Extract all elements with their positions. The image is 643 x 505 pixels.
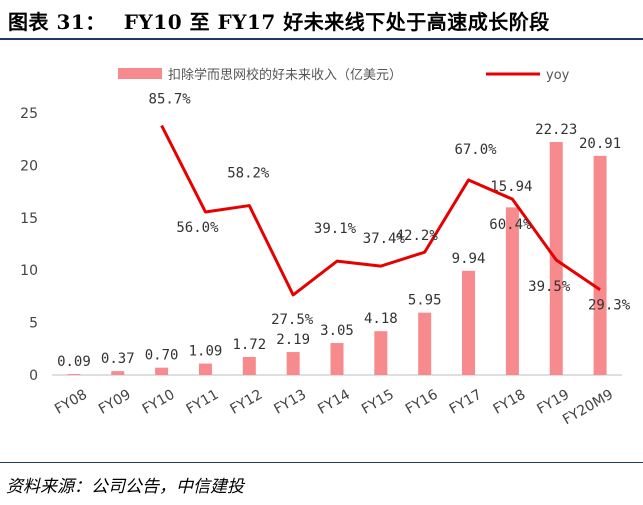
x-tick-label: FY20M9 xyxy=(560,387,616,429)
bar-value-label: 0.37 xyxy=(101,351,135,367)
x-tick-label: FY10 xyxy=(140,387,178,418)
yoy-value-label: 39.5% xyxy=(528,279,571,295)
yoy-value-label: 85.7% xyxy=(149,92,192,108)
legend-bar-swatch xyxy=(118,68,162,79)
yoy-value-label: 58.2% xyxy=(227,166,270,182)
x-tick-label: FY09 xyxy=(96,387,134,418)
yoy-value-label: 37.4% xyxy=(363,231,406,247)
yoy-value-label: 39.1% xyxy=(314,221,357,237)
bar-fy09 xyxy=(111,371,125,375)
bar-fy12 xyxy=(242,356,256,375)
figure-number: 图表 31： xyxy=(8,10,106,34)
yoy-line xyxy=(160,124,601,297)
bar-fy17 xyxy=(462,270,476,375)
yoy-value-label: 27.5% xyxy=(271,312,314,328)
title-divider xyxy=(0,38,643,40)
source-divider xyxy=(0,462,643,463)
bar-fy14 xyxy=(330,343,344,375)
figure-title-text: FY10 至 FY17 好未来线下处于高速成长阶段 xyxy=(123,10,550,34)
y-tick-label: 5 xyxy=(29,316,38,332)
x-tick-label: FY08 xyxy=(52,387,90,418)
y-tick-label: 20 xyxy=(20,158,38,174)
bar-value-label: 20.91 xyxy=(579,136,621,152)
x-tick-label: FY18 xyxy=(491,387,529,418)
legend-bar-label: 扣除学而思网校的好未来收入（亿美元） xyxy=(168,67,402,83)
bar-value-label: 1.09 xyxy=(189,344,223,360)
y-tick-label: 25 xyxy=(20,106,38,122)
bar-value-label: 5.95 xyxy=(408,293,442,309)
yoy-value-label: 67.0% xyxy=(454,142,497,158)
y-tick-label: 0 xyxy=(29,368,38,384)
yoy-value-label: 42.2% xyxy=(396,228,439,244)
bar-fy08 xyxy=(67,374,81,375)
bar-fy11 xyxy=(198,363,212,375)
yoy-value-label: 56.0% xyxy=(176,220,219,236)
x-tick-label: FY13 xyxy=(271,387,309,418)
yoy-value-label: 29.3% xyxy=(588,298,631,314)
bar-value-label: 9.94 xyxy=(452,251,486,267)
bar-fy15 xyxy=(374,331,388,375)
x-tick-label: FY11 xyxy=(184,387,222,418)
bar-fy20m9 xyxy=(593,155,607,375)
bar-value-label-fy18: 15.94 xyxy=(490,179,532,195)
bar-fy13 xyxy=(286,352,300,375)
bar-fy16 xyxy=(418,312,432,375)
y-tick-label: 15 xyxy=(20,211,38,227)
x-tick-label: FY17 xyxy=(447,387,485,418)
yoy-value-label: 60.4% xyxy=(489,217,532,233)
bar-value-label: 0.09 xyxy=(57,354,91,370)
x-tick-label: FY16 xyxy=(403,387,441,418)
y-tick-label: 10 xyxy=(20,263,38,279)
figure-title: 图表 31： FY10 至 FY17 好未来线下处于高速成长阶段 xyxy=(8,6,550,35)
bar-value-label: 0.70 xyxy=(145,348,179,364)
bar-value-label: 1.72 xyxy=(232,337,266,353)
bar-value-label: 22.23 xyxy=(535,122,577,138)
x-tick-label: FY15 xyxy=(359,387,397,418)
bar-fy18 xyxy=(505,207,519,375)
legend-line-label: yoy xyxy=(546,68,570,83)
bar-value-label: 2.19 xyxy=(276,332,310,348)
bar-value-label: 3.05 xyxy=(320,323,354,339)
x-tick-label: FY12 xyxy=(227,387,265,418)
source-note: 资料来源：公司公告，中信建投 xyxy=(6,477,244,497)
x-tick-label: FY14 xyxy=(315,387,353,418)
bar-value-label: 4.18 xyxy=(364,311,398,327)
bar-fy10 xyxy=(155,367,169,375)
